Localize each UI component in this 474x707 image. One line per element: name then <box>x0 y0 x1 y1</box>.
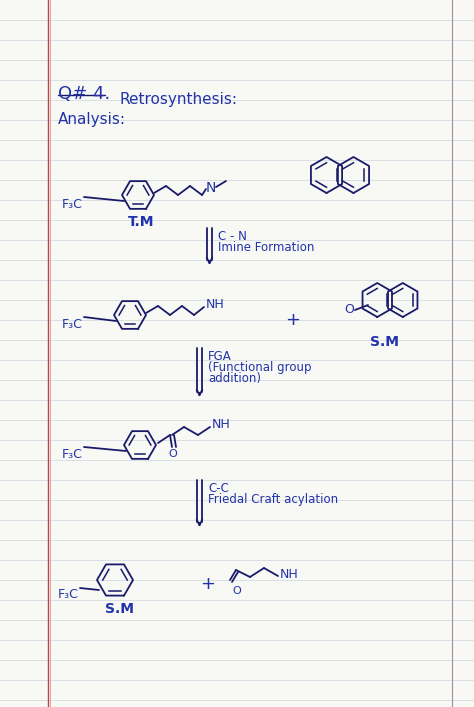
Text: NH: NH <box>280 568 299 581</box>
Text: O: O <box>344 303 354 316</box>
Text: NH: NH <box>212 418 231 431</box>
Text: (Functional group: (Functional group <box>208 361 311 374</box>
Text: S.M: S.M <box>370 335 399 349</box>
Text: F₃C: F₃C <box>62 198 83 211</box>
Text: S.M: S.M <box>105 602 134 616</box>
Text: Q# 4.: Q# 4. <box>58 85 110 103</box>
Text: Imine Formation: Imine Formation <box>218 241 314 254</box>
Text: N: N <box>206 181 216 195</box>
Text: F₃C: F₃C <box>58 588 79 601</box>
Text: Friedal Craft acylation: Friedal Craft acylation <box>208 493 338 506</box>
Text: Retrosynthesis:: Retrosynthesis: <box>120 92 238 107</box>
Text: Analysis:: Analysis: <box>58 112 126 127</box>
Text: F₃C: F₃C <box>62 318 83 331</box>
Text: +: + <box>285 311 300 329</box>
Text: O: O <box>232 586 241 596</box>
Text: T.M: T.M <box>128 215 155 229</box>
Text: O: O <box>168 449 177 459</box>
Text: FGA: FGA <box>208 350 232 363</box>
Text: NH: NH <box>206 298 225 311</box>
Text: addition): addition) <box>208 372 261 385</box>
Text: C - N: C - N <box>218 230 247 243</box>
Text: F₃C: F₃C <box>62 448 83 461</box>
Text: +: + <box>200 575 215 593</box>
Text: C-C: C-C <box>208 482 229 495</box>
